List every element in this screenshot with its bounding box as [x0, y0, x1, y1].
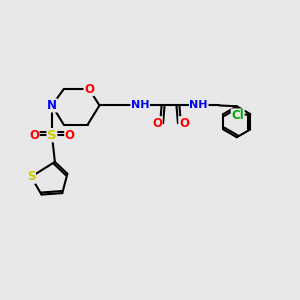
Text: O: O	[152, 117, 162, 130]
Text: S: S	[27, 170, 35, 183]
Text: Cl: Cl	[231, 109, 244, 122]
Text: O: O	[65, 129, 75, 142]
Text: S: S	[47, 129, 57, 142]
Text: N: N	[47, 99, 57, 112]
Text: O: O	[84, 82, 94, 96]
Text: NH: NH	[190, 100, 208, 110]
Text: O: O	[179, 117, 189, 130]
Text: O: O	[29, 129, 39, 142]
Text: NH: NH	[131, 100, 149, 110]
